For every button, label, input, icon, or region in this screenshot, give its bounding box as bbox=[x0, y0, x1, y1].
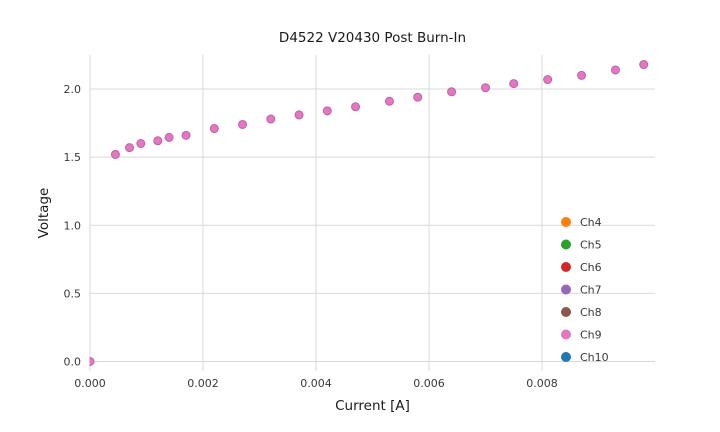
y-tick-label: 0.5 bbox=[64, 287, 82, 300]
legend-marker bbox=[561, 307, 571, 317]
legend-label: Ch5 bbox=[580, 239, 602, 252]
data-point bbox=[89, 356, 95, 366]
x-tick-label: 0.006 bbox=[413, 377, 445, 390]
data-point bbox=[110, 149, 120, 159]
legend-marker bbox=[561, 284, 571, 295]
legend-label: Ch6 bbox=[580, 261, 602, 274]
data-point bbox=[639, 60, 649, 70]
data-point bbox=[543, 75, 553, 85]
x-tick-labels: 0.000 0.002 0.004 0.006 0.008 bbox=[74, 377, 558, 390]
grid-lines bbox=[89, 55, 655, 371]
y-tick-label: 1.5 bbox=[64, 151, 82, 164]
legend-label: Ch9 bbox=[580, 329, 602, 342]
data-point bbox=[509, 79, 519, 89]
data-point bbox=[266, 114, 276, 124]
x-tick-label: 0.000 bbox=[74, 377, 106, 390]
x-tick-label: 0.002 bbox=[187, 377, 219, 390]
legend-label: Ch8 bbox=[580, 306, 602, 319]
data-point bbox=[136, 139, 146, 149]
data-point bbox=[238, 119, 248, 129]
data-point bbox=[209, 124, 219, 134]
legend-item-Ch5: Ch5 bbox=[561, 239, 602, 252]
data-point bbox=[164, 132, 174, 142]
data-point bbox=[322, 106, 332, 116]
y-tick-label: 0.0 bbox=[64, 355, 82, 368]
legend-label: Ch7 bbox=[580, 284, 602, 297]
y-tick-label: 1.0 bbox=[64, 219, 82, 232]
data-point bbox=[413, 92, 423, 102]
scatter-points bbox=[89, 60, 649, 366]
chart-title: D4522 V20430 Post Burn-In bbox=[278, 30, 467, 46]
legend-item-Ch4: Ch4 bbox=[561, 216, 602, 229]
data-point bbox=[577, 70, 587, 80]
series-Ch9 bbox=[89, 60, 649, 366]
legend-item-Ch9: Ch9 bbox=[561, 329, 602, 342]
y-tick-label: 2.0 bbox=[64, 83, 82, 96]
data-point bbox=[384, 96, 394, 106]
legend-item-Ch6: Ch6 bbox=[561, 261, 602, 274]
x-axis-label: Current [A] bbox=[335, 398, 410, 414]
data-point bbox=[294, 110, 304, 120]
legend-marker bbox=[561, 217, 571, 227]
data-point bbox=[481, 83, 490, 93]
legend-marker bbox=[561, 352, 571, 362]
legend-label: Ch10 bbox=[580, 351, 609, 364]
legend: Ch4 Ch5 Ch6 Ch7 Ch8 Ch9 Ch10 bbox=[561, 216, 609, 364]
legend-item-Ch8: Ch8 bbox=[561, 306, 602, 319]
data-point bbox=[351, 102, 361, 112]
legend-label: Ch4 bbox=[580, 216, 602, 229]
data-point bbox=[153, 136, 163, 146]
data-point bbox=[447, 87, 457, 97]
legend-marker bbox=[561, 329, 571, 340]
legend-marker bbox=[561, 239, 571, 250]
data-point bbox=[181, 130, 191, 140]
y-tick-labels: 0.0 0.5 1.0 1.5 2.0 bbox=[64, 83, 82, 368]
x-tick-label: 0.004 bbox=[300, 377, 332, 390]
x-tick-label: 0.008 bbox=[526, 377, 558, 390]
legend-marker bbox=[561, 262, 571, 272]
data-point bbox=[610, 65, 620, 75]
legend-item-Ch10: Ch10 bbox=[561, 351, 609, 364]
legend-item-Ch7: Ch7 bbox=[561, 284, 602, 297]
data-point bbox=[125, 143, 135, 153]
